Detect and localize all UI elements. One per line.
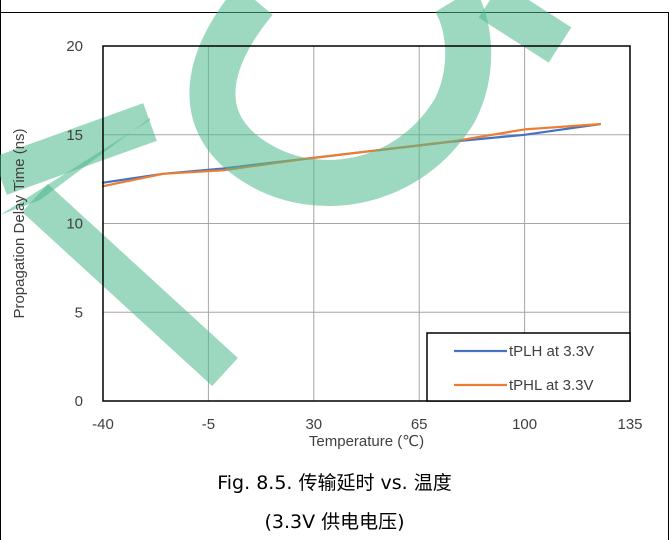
y-tick-label: 0 xyxy=(75,393,83,410)
x-tick-label: 65 xyxy=(411,416,428,433)
watermark-ring xyxy=(189,0,492,206)
x-tick-label: -5 xyxy=(202,416,215,433)
series-line-2 xyxy=(101,122,602,188)
chart-series xyxy=(101,122,602,188)
x-tick-label: -40 xyxy=(92,416,114,433)
y-tick-label: 5 xyxy=(75,304,83,321)
plot-area-border xyxy=(102,45,631,402)
watermark-stroke xyxy=(22,183,238,387)
y-tick-label: 20 xyxy=(66,38,83,55)
legend-label-2: tPHL at 3.3V xyxy=(509,377,594,394)
legend-box xyxy=(426,332,631,402)
legend-label-1: tPLH at 3.3V xyxy=(509,343,594,360)
chart-legend: tPLH at 3.3V tPHL at 3.3V xyxy=(426,332,631,402)
watermark xyxy=(0,0,572,387)
watermark-stroke xyxy=(478,0,572,63)
frame-top-border xyxy=(0,12,669,13)
figure-caption-title: Fig. 8.5. 传输延时 vs. 温度 xyxy=(217,472,452,494)
watermark-stroke xyxy=(0,103,157,195)
frame-notch xyxy=(0,0,1,12)
x-tick-label: 30 xyxy=(305,416,322,433)
figure-caption-subtitle: (3.3V 供电电压) xyxy=(264,511,405,533)
y-tick-label: 10 xyxy=(66,216,83,233)
frame-left-border xyxy=(0,12,1,540)
y-axis-label: Propagation Delay Time (ns) xyxy=(11,128,28,318)
x-axis-label: Temperature (℃) xyxy=(309,433,424,450)
x-tick-label: 135 xyxy=(617,416,642,433)
chart-ticks: -40 -5 30 65 100 135 0 5 10 15 20 xyxy=(66,38,642,433)
y-tick-label: 15 xyxy=(66,127,83,144)
x-tick-label: 100 xyxy=(512,416,537,433)
